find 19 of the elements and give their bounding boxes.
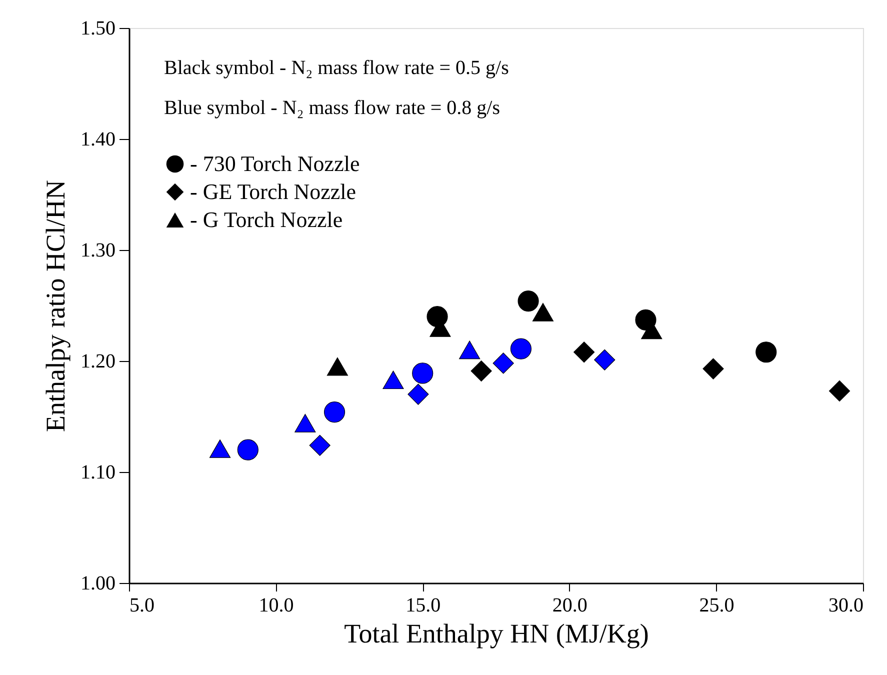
x-axis-title: Total Enthalpy HN (MJ/Kg) <box>344 618 649 648</box>
x-tick-label: 25.0 <box>699 594 734 616</box>
y-tick-label: 1.20 <box>80 350 116 372</box>
annotation: Blue symbol - N₂ mass flow rate = 0.8 g/s <box>164 97 500 119</box>
x-tick-label: 5.0 <box>130 594 154 616</box>
annotation: Black symbol - N₂ mass flow rate = 0.5 g/s <box>164 57 510 79</box>
y-tick-label: 1.10 <box>80 462 116 484</box>
legend-label: - GE Torch Nozzle <box>190 179 356 204</box>
y-tick-label: 1.30 <box>80 240 116 262</box>
y-tick-label: 1.40 <box>80 128 116 150</box>
x-tick-label: 30.0 <box>828 594 864 616</box>
y-tick-label: 1.50 <box>80 18 116 40</box>
legend-label: - G Torch Nozzle <box>190 207 343 232</box>
x-tick-label: 10.0 <box>258 594 294 616</box>
x-tick-label: 20.0 <box>552 594 588 616</box>
y-tick-label: 1.00 <box>80 572 116 594</box>
legend-label: - 730 Torch Nozzle <box>190 151 360 176</box>
x-tick-label: 15.0 <box>406 594 441 616</box>
y-axis-title: Enthalpy ratio HCl/HN <box>40 180 70 432</box>
